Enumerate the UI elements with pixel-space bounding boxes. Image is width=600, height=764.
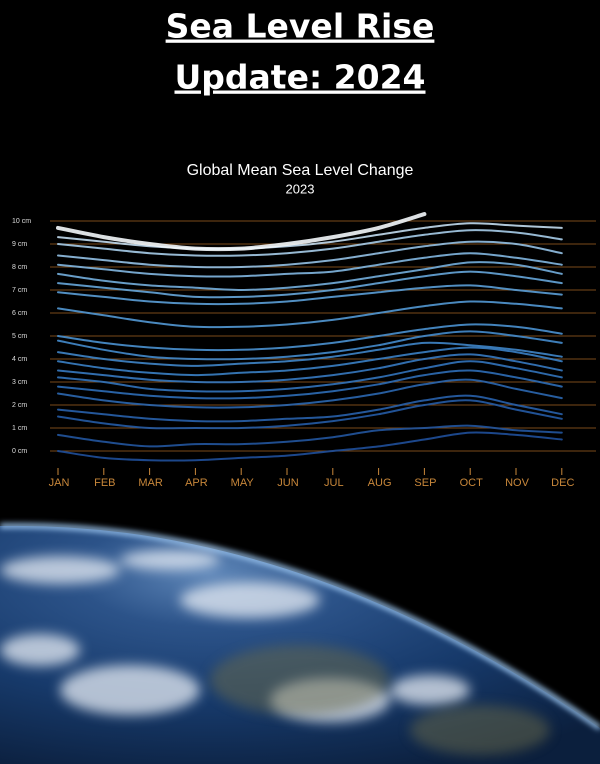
y-tick-label: 2 cm (12, 402, 27, 409)
y-tick-label: 9 cm (12, 241, 27, 248)
series-line (56, 212, 427, 252)
x-tick-label: JAN (49, 477, 70, 489)
x-tick-label: JUL (324, 477, 344, 489)
series-line (57, 360, 563, 393)
header-title: Update: 2024 (175, 58, 426, 97)
series-line (57, 341, 563, 367)
chart: 0 cm 1 cm 2 cm 3 cm 4 cm 5 cm 6 cm 7 cm 8 cm 9 cm… (12, 212, 596, 489)
series-line (57, 261, 563, 292)
y-tick-label: 10 cm (12, 218, 31, 225)
x-tick-label: MAY (231, 477, 255, 489)
y-tick-label: 0 cm (12, 448, 27, 455)
series-line (57, 323, 563, 352)
series-line (57, 229, 563, 257)
x-tick-label: JUN (277, 477, 298, 489)
x-tick-label: OCT (460, 477, 484, 489)
x-tick-label: NOV (505, 477, 530, 489)
series-line (57, 252, 563, 278)
series-line (57, 330, 563, 361)
series-line (57, 300, 563, 329)
y-tick-label: 8 cm (12, 264, 27, 271)
series-line (57, 431, 563, 462)
x-tick-label: AUG (368, 477, 392, 489)
series-line (57, 369, 563, 400)
series-line (57, 240, 563, 269)
y-tick-label: 1 cm (12, 425, 27, 432)
series-line (57, 284, 563, 306)
series-line (57, 270, 563, 299)
y-tick-label: 7 cm (12, 287, 27, 294)
series-line (57, 353, 563, 384)
x-tick-label: APR (185, 477, 208, 489)
x-tick-label: MAR (138, 477, 163, 489)
y-tick-label: 5 cm (12, 333, 27, 340)
y-tick-label: 6 cm (12, 310, 27, 317)
series-line (57, 424, 563, 448)
x-tick-label: DEC (551, 477, 574, 489)
series-line (57, 378, 563, 409)
chart-subtitle: 2023 (286, 181, 315, 196)
x-tick-label: SEP (414, 477, 436, 489)
earth (0, 523, 600, 764)
series-line (57, 394, 563, 423)
header-title: Sea Level Rise (166, 7, 435, 46)
series-line (57, 222, 563, 250)
chart-title: Global Mean Sea Level Change (187, 162, 414, 179)
y-tick-label: 3 cm (12, 379, 27, 386)
y-tick-label: 4 cm (12, 356, 27, 363)
x-tick-label: FEB (94, 477, 115, 489)
series-line (57, 346, 563, 377)
series-line (57, 399, 563, 430)
